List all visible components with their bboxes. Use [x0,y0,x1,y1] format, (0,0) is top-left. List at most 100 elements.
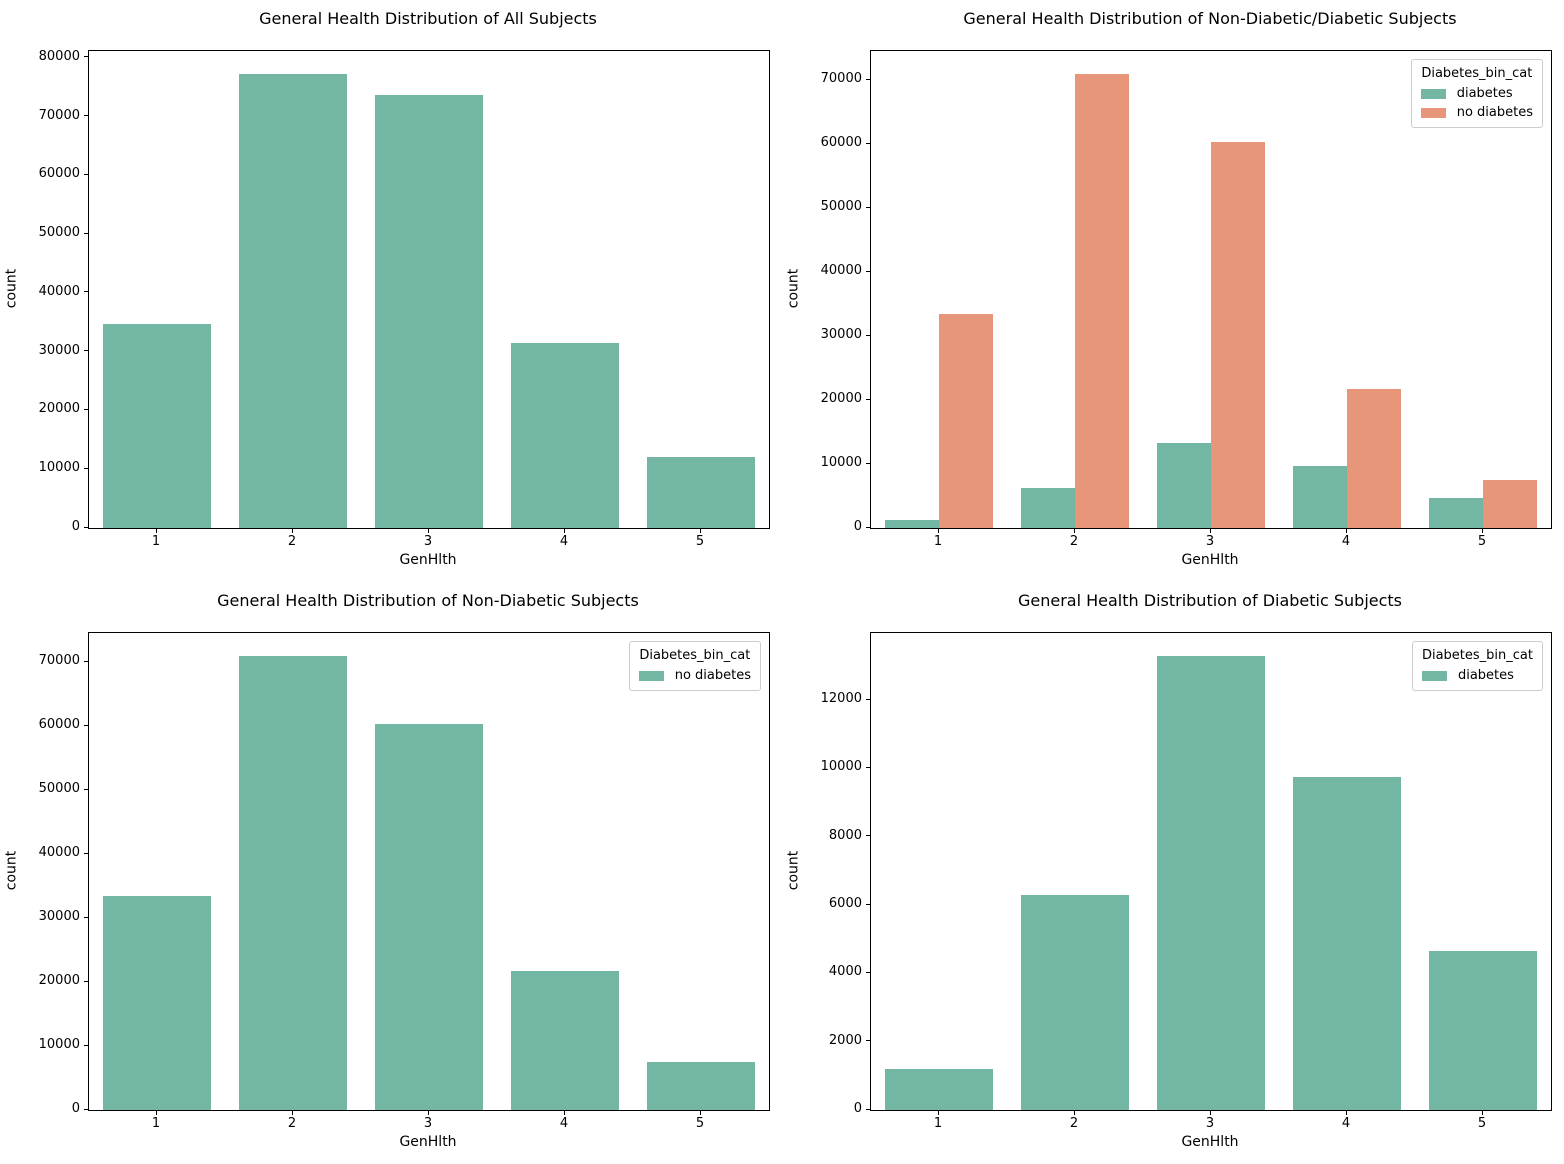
y-tick-mark [84,916,88,918]
bar-no-diabetes-genhlth-2 [238,655,348,1110]
y-tick-mark [866,270,870,272]
legend: Diabetes_bin_cat diabetes no diabetes [1410,59,1543,128]
bar-diabetes-genhlth-1 [884,520,939,528]
x-tick-label: 1 [933,534,943,549]
y-tick-label: 50000 [38,781,80,797]
y-tick-mark [84,232,88,234]
y-tick-label: 30000 [38,342,80,358]
chart-title: General Health Distribution of Non-Diabe… [217,591,639,610]
y-tick-mark [84,350,88,352]
x-tick-mark [700,529,701,533]
y-tick-label: 40000 [38,283,80,299]
x-tick-mark [1074,1111,1075,1115]
y-tick-label: 4000 [828,964,862,980]
x-tick-label: 1 [151,1116,161,1131]
y-tick-mark [866,526,870,528]
y-tick-label: 12000 [820,691,862,707]
bar-no-diabetes-genhlth-2 [1075,73,1130,528]
legend-title: Diabetes_bin_cat [1421,648,1533,663]
y-tick-mark [866,835,870,837]
legend-label: diabetes [1457,668,1514,683]
x-tick-label: 1 [933,1116,943,1131]
x-tick-label: 2 [287,1116,297,1131]
bar-all-subjects-genhlth-1 [102,324,212,528]
y-tick-mark [84,1044,88,1046]
x-tick-mark [156,1111,157,1115]
plot-area: Diabetes_bin_cat diabetes no diabetes [870,50,1552,529]
x-tick-label: 3 [423,534,433,549]
bar-no-diabetes-genhlth-4 [510,971,620,1110]
y-tick-label: 0 [853,1101,862,1116]
y-tick-mark [866,698,870,700]
y-tick-mark [84,660,88,662]
x-tick-mark [1210,529,1211,533]
x-tick-label: 5 [695,534,705,549]
y-tick-mark [866,78,870,80]
x-tick-label: 3 [1205,1116,1215,1131]
bar-diabetes-genhlth-3 [1156,442,1211,528]
bar-no-diabetes-genhlth-3 [1211,142,1266,528]
y-tick-label: 8000 [828,827,862,843]
bar-diabetes-genhlth-5 [1428,951,1538,1110]
y-tick-mark [84,115,88,117]
legend-title: Diabetes_bin_cat [639,648,751,663]
y-axis-label: count [3,850,20,891]
x-tick-label: 5 [1477,534,1487,549]
bar-diabetes-genhlth-3 [1156,655,1266,1110]
legend-label: no diabetes [1456,105,1533,120]
x-tick-label: 3 [1205,534,1215,549]
x-tick-mark [292,529,293,533]
legend-entry: diabetes [1420,86,1533,101]
x-axis-label: GenHlth [1181,1134,1239,1150]
legend-entry: diabetes [1421,668,1533,683]
x-tick-label: 2 [1069,534,1079,549]
x-tick-mark [1210,1111,1211,1115]
plot-area: Diabetes_bin_cat diabetes [870,632,1552,1111]
y-tick-mark [866,142,870,144]
x-tick-mark [564,529,565,533]
y-tick-label: 60000 [820,135,862,151]
y-tick-label: 0 [71,519,80,534]
y-tick-label: 50000 [820,199,862,215]
y-tick-mark [866,398,870,400]
y-tick-label: 0 [71,1101,80,1116]
bar-diabetes-genhlth-1 [884,1069,994,1110]
x-tick-mark [1074,529,1075,533]
x-axis-label: GenHlth [1181,552,1239,568]
x-tick-mark [564,1111,565,1115]
y-tick-mark [866,206,870,208]
y-tick-label: 70000 [820,71,862,87]
x-tick-label: 4 [559,1116,569,1131]
y-tick-mark [84,526,88,528]
y-tick-mark [84,724,88,726]
y-tick-label: 10000 [820,759,862,775]
y-tick-label: 70000 [38,107,80,123]
y-tick-mark [866,766,870,768]
bar-all-subjects-genhlth-5 [646,456,756,528]
x-tick-mark [1346,1111,1347,1115]
bar-diabetes-genhlth-4 [1292,776,1402,1110]
legend-label: no diabetes [674,668,751,683]
y-tick-mark [84,852,88,854]
x-tick-mark [156,529,157,533]
bar-no-diabetes-genhlth-5 [646,1062,756,1110]
y-tick-label: 60000 [38,166,80,182]
x-tick-mark [428,1111,429,1115]
y-tick-mark [866,903,870,905]
y-tick-mark [866,1040,870,1042]
legend-entry: no diabetes [1420,105,1533,120]
chart-title: General Health Distribution of Diabetic … [1017,591,1403,610]
legend-swatch-green [1420,88,1446,99]
legend-swatch-orange [1420,107,1446,118]
y-tick-mark [84,408,88,410]
y-tick-mark [866,462,870,464]
legend-label: diabetes [1456,86,1513,101]
x-axis-label: GenHlth [399,552,457,568]
bar-diabetes-genhlth-2 [1020,894,1130,1110]
y-tick-label: 60000 [38,717,80,733]
bar-diabetes-genhlth-4 [1292,465,1347,528]
x-tick-mark [292,1111,293,1115]
bar-no-diabetes-genhlth-4 [1347,389,1402,528]
y-tick-label: 20000 [820,391,862,407]
y-tick-label: 6000 [828,896,862,912]
